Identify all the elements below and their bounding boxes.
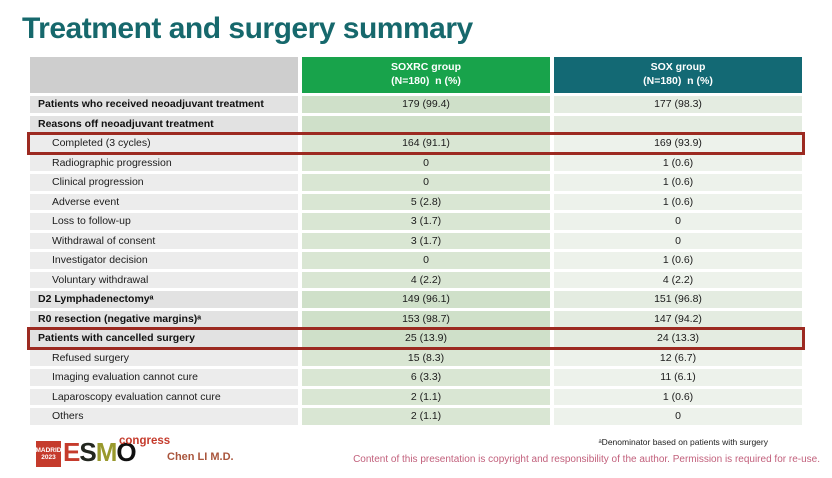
- row-label-cell: D2 Lymphadenectomyᵃ: [30, 291, 298, 308]
- table-row: Voluntary withdrawal 4 (2.2) 4 (2.2): [30, 271, 802, 288]
- sox-value-cell: 24 (13.3): [554, 330, 802, 347]
- esmo-letter: O: [116, 437, 136, 467]
- sox-value-cell: [554, 115, 802, 132]
- sox-value-cell: 147 (94.2): [554, 310, 802, 327]
- header-sox-name: SOX group: [650, 61, 706, 74]
- soxrc-value-cell: 4 (2.2): [302, 271, 550, 288]
- row-label-cell: Radiographic progression: [30, 154, 298, 171]
- congress-label: congress: [119, 435, 171, 447]
- copyright-notice: Content of this presentation is copyrigh…: [353, 454, 820, 465]
- row-label-cell: Laparoscopy evaluation cannot cure: [30, 388, 298, 405]
- row-label-cell: R0 resection (negative margins)ᵃ: [30, 310, 298, 327]
- table-row: Patients who received neoadjuvant treatm…: [30, 96, 802, 113]
- badge-year: 2023: [41, 454, 56, 461]
- table-row: Radiographic progression 0 1 (0.6): [30, 154, 802, 171]
- row-label-cell: Loss to follow-up: [30, 213, 298, 230]
- header-soxrc-name: SOXRC group: [391, 61, 461, 74]
- badge-location: MADRID: [35, 446, 62, 454]
- table-header-row: SOXRC group (N=180) n (%) SOX group (N=1…: [30, 57, 802, 93]
- sox-value-cell: 4 (2.2): [554, 271, 802, 288]
- table-row: Loss to follow-up 3 (1.7) 0: [30, 213, 802, 230]
- soxrc-value-cell: 179 (99.4): [302, 96, 550, 113]
- soxrc-value-cell: 0: [302, 154, 550, 171]
- sox-value-cell: 1 (0.6): [554, 154, 802, 171]
- sox-value-cell: 169 (93.9): [554, 135, 802, 152]
- header-sox-sub: (N=180) n (%): [643, 75, 713, 87]
- sox-value-cell: 1 (0.6): [554, 388, 802, 405]
- author-name: Chen LI M.D.: [167, 451, 234, 463]
- row-label-cell: Refused surgery: [30, 349, 298, 366]
- header-soxrc-sub: (N=180) n (%): [391, 75, 461, 87]
- table-row: D2 Lymphadenectomyᵃ 149 (96.1) 151 (96.8): [30, 291, 802, 308]
- table-row: Others 2 (1.1) 0: [30, 408, 802, 425]
- soxrc-value-cell: 3 (1.7): [302, 213, 550, 230]
- madrid-2023-badge: MADRID 2023: [35, 441, 62, 467]
- row-label-cell: Withdrawal of consent: [30, 232, 298, 249]
- table-row: R0 resection (negative margins)ᵃ 153 (98.…: [30, 310, 802, 327]
- soxrc-value-cell: 153 (98.7): [302, 310, 550, 327]
- row-label-cell: Voluntary withdrawal: [30, 271, 298, 288]
- sox-value-cell: 11 (6.1): [554, 369, 802, 386]
- row-label-cell: Reasons off neoadjuvant treatment: [30, 115, 298, 132]
- esmo-letter: E: [63, 437, 80, 467]
- table-row: Adverse event 5 (2.8) 1 (0.6): [30, 193, 802, 210]
- row-label-cell: Patients with cancelled surgery: [30, 330, 298, 347]
- table-row: Laparoscopy evaluation cannot cure 2 (1.1…: [30, 388, 802, 405]
- header-empty-cell: [30, 57, 298, 93]
- esmo-letter: M: [95, 437, 118, 467]
- page-title: Treatment and surgery summary: [22, 12, 473, 45]
- header-sox-group: SOX group (N=180) n (%): [554, 57, 802, 93]
- soxrc-value-cell: 2 (1.1): [302, 408, 550, 425]
- row-label-cell: Patients who received neoadjuvant treatm…: [30, 96, 298, 113]
- table-row: Completed (3 cycles) 164 (91.1) 169 (93.9): [27, 132, 805, 155]
- soxrc-value-cell: 5 (2.8): [302, 193, 550, 210]
- row-label-cell: Investigator decision: [30, 252, 298, 269]
- table-row: Withdrawal of consent 3 (1.7) 0: [30, 232, 802, 249]
- soxrc-value-cell: 164 (91.1): [302, 135, 550, 152]
- esmo-congress-logo: MADRID 2023 ESMO congress: [35, 435, 176, 471]
- sox-value-cell: 177 (98.3): [554, 96, 802, 113]
- row-label-cell: Adverse event: [30, 193, 298, 210]
- esmo-letter: S: [79, 437, 96, 467]
- row-label-cell: Others: [30, 408, 298, 425]
- row-label-cell: Imaging evaluation cannot cure: [30, 369, 298, 386]
- sox-value-cell: 1 (0.6): [554, 174, 802, 191]
- table-row: Imaging evaluation cannot cure 6 (3.3) 11 …: [30, 369, 802, 386]
- soxrc-value-cell: 6 (3.3): [302, 369, 550, 386]
- sox-value-cell: 1 (0.6): [554, 193, 802, 210]
- row-label-cell: Completed (3 cycles): [30, 135, 298, 152]
- soxrc-value-cell: 0: [302, 252, 550, 269]
- sox-value-cell: 0: [554, 232, 802, 249]
- table-row: Reasons off neoadjuvant treatment: [30, 115, 802, 132]
- table-row: Refused surgery 15 (8.3) 12 (6.7): [30, 349, 802, 366]
- header-soxrc-group: SOXRC group (N=180) n (%): [302, 57, 550, 93]
- table-footnote: ᵃDenominator based on patients with surg…: [598, 437, 768, 447]
- sox-value-cell: 1 (0.6): [554, 252, 802, 269]
- soxrc-value-cell: 15 (8.3): [302, 349, 550, 366]
- soxrc-value-cell: 0: [302, 174, 550, 191]
- table-row: Patients with cancelled surgery 25 (13.9)…: [27, 327, 805, 350]
- soxrc-value-cell: 2 (1.1): [302, 388, 550, 405]
- sox-value-cell: 151 (96.8): [554, 291, 802, 308]
- soxrc-value-cell: [302, 115, 550, 132]
- esmo-letters: ESMO: [63, 437, 137, 467]
- soxrc-value-cell: 149 (96.1): [302, 291, 550, 308]
- soxrc-value-cell: 25 (13.9): [302, 330, 550, 347]
- sox-value-cell: 12 (6.7): [554, 349, 802, 366]
- table-row: Clinical progression 0 1 (0.6): [30, 174, 802, 191]
- sox-value-cell: 0: [554, 213, 802, 230]
- summary-table: SOXRC group (N=180) n (%) SOX group (N=1…: [27, 57, 805, 428]
- sox-value-cell: 0: [554, 408, 802, 425]
- soxrc-value-cell: 3 (1.7): [302, 232, 550, 249]
- table-row: Investigator decision 0 1 (0.6): [30, 252, 802, 269]
- row-label-cell: Clinical progression: [30, 174, 298, 191]
- table-body: Patients who received neoadjuvant treatm…: [27, 96, 805, 425]
